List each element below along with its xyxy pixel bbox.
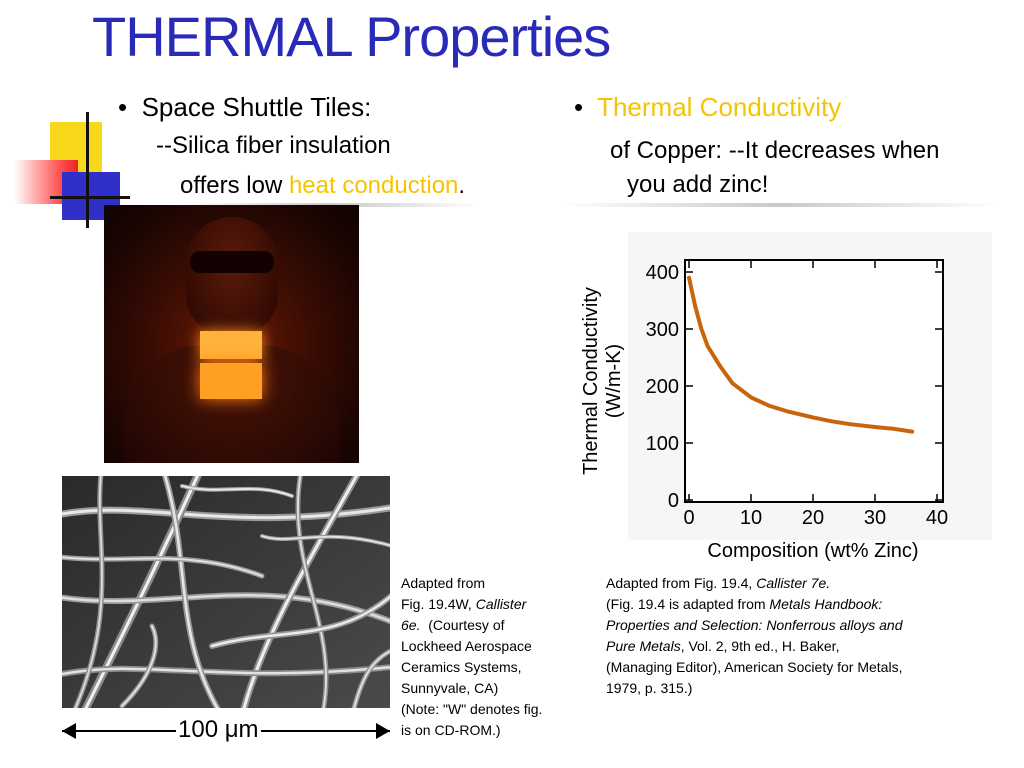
caption-italic: Pure Metals xyxy=(606,638,681,654)
photo-glowing-tile-top xyxy=(200,331,262,359)
caption-line: Properties and Selection: Nonferrous all… xyxy=(606,615,1006,636)
caption-line: Fig. 19.4W, Callister xyxy=(401,594,586,615)
right-sub-line-2: you add zinc! xyxy=(627,171,769,198)
x-tick-label: 40 xyxy=(926,507,948,529)
left-sub-line-2: offers low heat conduction. xyxy=(180,172,465,200)
y-tick-label: 300 xyxy=(646,319,679,341)
x-tick-label: 0 xyxy=(683,507,694,529)
glowing-tile-photo xyxy=(104,205,359,463)
scale-bar-left-arrow-icon xyxy=(62,723,76,739)
caption-text: , Vol. 2, 9th ed., H. Baker, xyxy=(680,638,840,654)
caption-text: Adapted from Fig. 19.4, xyxy=(606,575,757,591)
heat-conduction-highlight: heat conduction xyxy=(288,172,459,199)
x-axis-label: Composition (wt% Zinc) xyxy=(707,540,918,562)
series-line xyxy=(687,275,915,434)
right-underline-rule xyxy=(560,203,1000,207)
scale-bar-value: 100 xyxy=(178,716,219,743)
caption-line: Pure Metals, Vol. 2, 9th ed., H. Baker, xyxy=(606,636,1006,657)
left-figure-caption: Adapted from Fig. 19.4W, Callister 6e. (… xyxy=(401,573,586,741)
silica-fiber-micrograph xyxy=(62,476,390,708)
caption-line: Ceramics Systems, xyxy=(401,659,522,675)
caption-line: Adapted from Fig. 19.4, Callister 7e. xyxy=(606,573,1006,594)
right-figure-caption: Adapted from Fig. 19.4, Callister 7e. (F… xyxy=(606,573,1006,699)
y-tick-label: 400 xyxy=(646,262,679,284)
left-sub-period: . xyxy=(458,172,466,199)
y-axis-label-line-1: Thermal Conductivity xyxy=(580,287,602,475)
caption-italic: Properties and Selection: Nonferrous all… xyxy=(606,617,903,633)
x-tick-label: 20 xyxy=(802,507,824,529)
caption-line: Lockheed Aerospace xyxy=(401,638,532,654)
left-bullet-text: Space Shuttle Tiles: xyxy=(141,92,372,122)
caption-line: 1979, p. 315.) xyxy=(606,680,693,696)
y-tick-label: 0 xyxy=(668,490,679,512)
y-axis-label-line-2: (W/m-K) xyxy=(603,344,625,418)
scale-bar-right-arrow-icon xyxy=(376,723,390,739)
caption-text: (Courtesy of xyxy=(420,617,505,633)
caption-line: 6e. (Courtesy of xyxy=(401,615,586,636)
plot-frame xyxy=(684,259,944,503)
caption-italic: 6e. xyxy=(401,617,421,633)
y-tick-label: 200 xyxy=(646,376,679,398)
left-sub-text: offers low xyxy=(180,172,289,199)
bullet-dot: • xyxy=(118,92,142,122)
right-sub-line-1: of Copper: --It decreases when xyxy=(610,137,940,164)
decorative-vertical-line xyxy=(86,112,89,228)
caption-text: Fig. 19.4W, xyxy=(401,596,476,612)
caption-italic: Metals Handbook: xyxy=(769,596,883,612)
scale-bar-unit: μm xyxy=(224,716,259,743)
caption-line: (Fig. 19.4 is adapted from Metals Handbo… xyxy=(606,594,1006,615)
decorative-horizontal-line xyxy=(50,196,130,199)
y-tick-label: 100 xyxy=(646,433,679,455)
caption-line: (Managing Editor), American Society for … xyxy=(606,659,903,675)
scale-bar-label: 100 μm xyxy=(176,716,261,744)
slide-title: THERMAL Properties xyxy=(92,5,611,68)
caption-line: Adapted from xyxy=(401,575,486,591)
x-tick-label: 30 xyxy=(864,507,886,529)
caption-italic: Callister xyxy=(475,596,527,612)
right-bullet-text: Thermal Conductivity xyxy=(597,92,842,122)
left-bullet: • Space Shuttle Tiles: xyxy=(118,92,371,123)
photo-person-head xyxy=(186,217,278,335)
right-bullet: • Thermal Conductivity xyxy=(574,92,841,123)
left-sub-line-1: --Silica fiber insulation xyxy=(156,132,391,159)
bullet-dot: • xyxy=(574,92,598,122)
photo-glowing-tile-bottom xyxy=(200,363,262,399)
caption-text: (Fig. 19.4 is adapted from xyxy=(606,596,770,612)
photo-person-glasses xyxy=(190,251,274,273)
caption-line: (Note: "W" denotes fig. xyxy=(401,701,543,717)
caption-line: Sunnyvale, CA) xyxy=(401,680,499,696)
x-tick-label: 10 xyxy=(740,507,762,529)
fiber-drawing xyxy=(62,476,390,708)
caption-line: is on CD-ROM.) xyxy=(401,722,501,738)
caption-italic: Callister 7e. xyxy=(756,575,831,591)
